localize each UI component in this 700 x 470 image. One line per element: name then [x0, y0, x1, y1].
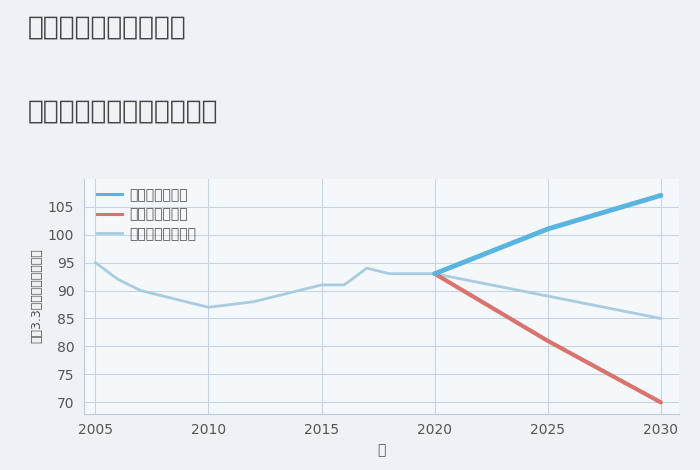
Y-axis label: 坪（3.3㎡）単価（万円）: 坪（3.3㎡）単価（万円） [31, 249, 43, 344]
Legend: グッドシナリオ, バッドシナリオ, ノーマルシナリオ: グッドシナリオ, バッドシナリオ, ノーマルシナリオ [91, 182, 202, 247]
Text: 中古マンションの価格推移: 中古マンションの価格推移 [28, 99, 218, 125]
X-axis label: 年: 年 [377, 443, 386, 457]
Text: 三重県伊賀市伊勢路の: 三重県伊賀市伊勢路の [28, 14, 187, 40]
